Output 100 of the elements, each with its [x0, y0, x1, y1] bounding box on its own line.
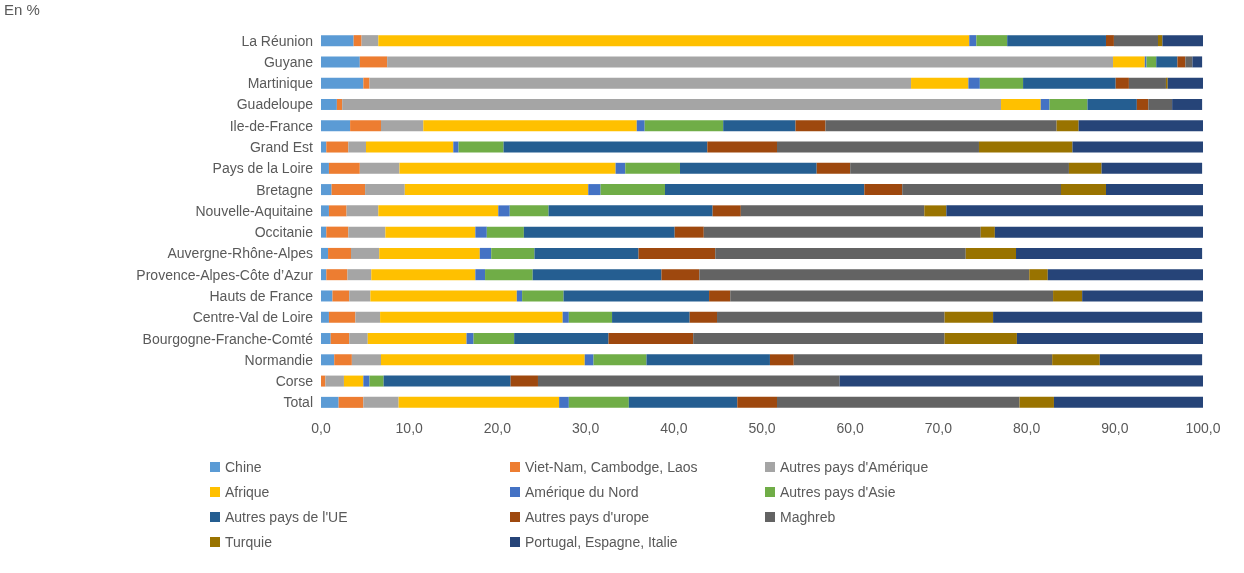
- bar: [385, 226, 476, 238]
- bar: [334, 354, 352, 366]
- bar: [522, 290, 564, 302]
- bar: [795, 120, 826, 132]
- bar: [776, 396, 1020, 408]
- bar: [636, 120, 645, 132]
- y-tick-label: Nouvelle-Aquitaine: [195, 202, 314, 219]
- bar: [321, 375, 326, 387]
- bar: [1156, 56, 1178, 68]
- bar: [924, 205, 947, 217]
- bar: [1113, 56, 1145, 68]
- bar: [321, 98, 337, 110]
- bar: [1128, 77, 1166, 89]
- bar: [1146, 56, 1157, 68]
- bar: [321, 184, 332, 196]
- bar: [328, 162, 360, 174]
- bar: [321, 205, 329, 217]
- bar: [1082, 290, 1203, 302]
- legend-label: Portugal, Espagne, Italie: [525, 534, 678, 550]
- bar: [363, 396, 399, 408]
- bar: [321, 311, 329, 323]
- bar: [1053, 290, 1083, 302]
- x-tick-label: 10,0: [395, 420, 424, 436]
- x-tick-label: 90,0: [1101, 420, 1129, 436]
- bar: [332, 290, 350, 302]
- x-tick-label: 70,0: [924, 420, 953, 436]
- legend-label: Viet-Nam, Cambodge, Laos: [525, 459, 698, 475]
- bar: [1007, 35, 1106, 47]
- bar: [350, 120, 381, 132]
- bar: [1158, 35, 1163, 47]
- bar: [612, 311, 690, 323]
- bar: [1087, 98, 1137, 110]
- bar: [331, 184, 366, 196]
- bar: [1172, 98, 1203, 110]
- bar: [969, 35, 977, 47]
- bar: [737, 396, 777, 408]
- bar: [661, 269, 700, 281]
- bar: [321, 396, 339, 408]
- y-tick-label: Bretagne: [256, 181, 314, 198]
- bar: [380, 311, 563, 323]
- bar: [1049, 98, 1088, 110]
- bar: [348, 226, 386, 238]
- y-tick-label: Normandie: [244, 351, 314, 368]
- bar: [1061, 184, 1106, 196]
- text: En %: [4, 1, 40, 18]
- bar: [363, 375, 370, 387]
- bar: [325, 375, 344, 387]
- bar: [491, 247, 535, 259]
- bar: [349, 333, 368, 345]
- bar: [328, 205, 347, 217]
- bar: [321, 354, 335, 366]
- x-tick-label: 50,0: [748, 420, 776, 436]
- bar: [707, 141, 777, 153]
- bar: [466, 333, 474, 345]
- bar: [568, 396, 629, 408]
- bar: [850, 162, 1069, 174]
- bar: [944, 311, 994, 323]
- bar: [321, 290, 333, 302]
- bar: [321, 162, 329, 174]
- bar: [473, 333, 515, 345]
- y-tick-label: La Réunion: [241, 32, 313, 49]
- bar: [486, 226, 524, 238]
- y-tick-label: Ile-de-France: [229, 117, 314, 134]
- bar: [514, 333, 609, 345]
- bar: [568, 311, 613, 323]
- bar: [321, 120, 351, 132]
- bar: [664, 184, 865, 196]
- bar: [351, 354, 381, 366]
- bar: [776, 141, 979, 153]
- bar: [1099, 354, 1203, 366]
- bar: [326, 226, 349, 238]
- bar: [693, 333, 945, 345]
- bar: [600, 184, 665, 196]
- x-tick-label: 0,0: [311, 420, 331, 436]
- bar: [1105, 35, 1114, 47]
- legend-label: Afrique: [225, 484, 270, 500]
- y-tick-label: Total: [283, 394, 313, 411]
- bar: [740, 205, 925, 217]
- bar: [359, 56, 388, 68]
- x-tick-label: 20,0: [483, 420, 512, 436]
- legend-label: Maghreb: [780, 509, 836, 525]
- bar: [1177, 56, 1186, 68]
- legend-label: Autres pays d'Amérique: [780, 459, 929, 475]
- bar: [479, 247, 492, 259]
- bar: [321, 56, 360, 68]
- bar: [593, 354, 647, 366]
- bar: [723, 120, 796, 132]
- bar: [1068, 162, 1102, 174]
- bar: [355, 311, 381, 323]
- bar: [475, 226, 487, 238]
- bar: [534, 247, 639, 259]
- bar: [1016, 247, 1203, 259]
- bar: [993, 311, 1203, 323]
- bar: [423, 120, 637, 132]
- bar: [709, 290, 731, 302]
- bar: [911, 77, 969, 89]
- bar: [365, 184, 405, 196]
- bar: [347, 269, 372, 281]
- bar: [326, 141, 349, 153]
- bar: [968, 77, 980, 89]
